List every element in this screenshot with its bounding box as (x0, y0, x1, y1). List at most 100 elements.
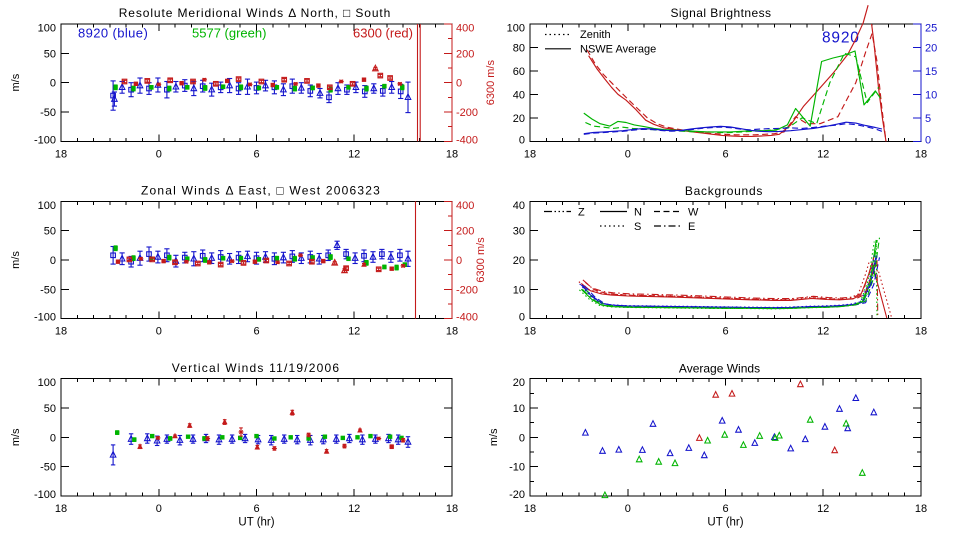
svg-text:6300 m/s: 6300 m/s (485, 60, 497, 106)
svg-text:Zonal Winds Δ East, □ West 200: Zonal Winds Δ East, □ West 2006323 (141, 184, 381, 198)
svg-text:-10: -10 (509, 462, 525, 474)
svg-text:m/s: m/s (10, 428, 22, 446)
svg-text:60: 60 (513, 66, 525, 78)
svg-text:0: 0 (156, 148, 162, 160)
svg-text:0: 0 (456, 255, 462, 267)
svg-text:6: 6 (253, 503, 259, 515)
svg-text:6300 (red): 6300 (red) (353, 26, 413, 41)
svg-text:0: 0 (50, 78, 56, 90)
svg-text:100: 100 (38, 23, 56, 35)
svg-text:18: 18 (55, 148, 67, 160)
svg-text:5: 5 (925, 113, 931, 125)
svg-text:40: 40 (513, 200, 525, 212)
svg-text:18: 18 (55, 503, 67, 515)
svg-text:m/s: m/s (10, 251, 22, 269)
svg-text:Vertical Winds 11/19/2006: Vertical Winds 11/19/2006 (172, 361, 341, 375)
svg-text:18: 18 (915, 148, 927, 160)
svg-text:12: 12 (348, 148, 360, 160)
svg-text:18: 18 (446, 148, 458, 160)
svg-text:-50: -50 (40, 284, 56, 296)
svg-text:0: 0 (625, 503, 631, 515)
svg-text:0: 0 (519, 432, 525, 444)
svg-text:-100: -100 (34, 312, 56, 324)
svg-text:10: 10 (513, 403, 525, 415)
svg-text:6: 6 (722, 326, 728, 338)
svg-text:-100: -100 (34, 134, 56, 146)
svg-text:200: 200 (456, 48, 474, 60)
svg-text:15: 15 (925, 66, 937, 78)
svg-text:0: 0 (156, 326, 162, 338)
svg-text:12: 12 (348, 503, 360, 515)
svg-text:10: 10 (513, 284, 525, 296)
svg-text:E: E (688, 221, 695, 233)
svg-text:20: 20 (513, 255, 525, 267)
svg-text:-20: -20 (509, 489, 525, 501)
svg-text:12: 12 (817, 148, 829, 160)
svg-text:12: 12 (817, 503, 829, 515)
svg-text:Resolute Meridional Winds Δ No: Resolute Meridional Winds Δ North, □ Sou… (119, 6, 392, 20)
svg-text:20: 20 (925, 43, 937, 55)
svg-text:12: 12 (817, 326, 829, 338)
svg-text:200: 200 (456, 226, 474, 238)
svg-text:30: 30 (513, 226, 525, 238)
svg-text:6: 6 (253, 148, 259, 160)
svg-text:20: 20 (513, 113, 525, 125)
svg-text:18: 18 (55, 326, 67, 338)
svg-text:18: 18 (524, 148, 536, 160)
svg-text:400: 400 (456, 200, 474, 212)
svg-text:100: 100 (38, 377, 56, 389)
svg-text:0: 0 (50, 255, 56, 267)
svg-text:50: 50 (44, 403, 56, 415)
svg-text:NSWE Average: NSWE Average (580, 44, 656, 56)
svg-text:100: 100 (38, 200, 56, 212)
svg-text:W: W (688, 206, 699, 218)
svg-text:-50: -50 (40, 107, 56, 119)
svg-text:0: 0 (625, 148, 631, 160)
svg-text:m/s: m/s (488, 428, 500, 446)
svg-text:Z: Z (578, 206, 585, 218)
svg-text:m/s: m/s (10, 73, 22, 91)
svg-text:18: 18 (915, 503, 927, 515)
svg-text:Zenith: Zenith (580, 29, 611, 41)
svg-text:18: 18 (446, 326, 458, 338)
svg-text:40: 40 (513, 89, 525, 101)
svg-text:6300 m/s: 6300 m/s (475, 237, 487, 283)
svg-text:18: 18 (524, 326, 536, 338)
svg-text:400: 400 (456, 23, 474, 35)
svg-text:N: N (634, 206, 642, 218)
svg-text:0: 0 (50, 432, 56, 444)
svg-text:12: 12 (348, 326, 360, 338)
svg-text:S: S (634, 221, 641, 233)
svg-text:0: 0 (519, 312, 525, 324)
svg-text:-400: -400 (456, 134, 478, 146)
svg-text:-400: -400 (456, 312, 478, 324)
svg-text:5577 (green): 5577 (green) (192, 26, 266, 41)
svg-text:20: 20 (513, 377, 525, 389)
svg-text:0: 0 (519, 134, 525, 146)
svg-text:50: 50 (44, 48, 56, 60)
svg-text:-100: -100 (34, 489, 56, 501)
svg-text:Backgrounds: Backgrounds (685, 184, 763, 198)
svg-text:0: 0 (456, 78, 462, 90)
svg-text:10: 10 (925, 89, 937, 101)
svg-text:6: 6 (722, 503, 728, 515)
svg-text:-50: -50 (40, 462, 56, 474)
svg-text:80: 80 (513, 43, 525, 55)
svg-text:UT (hr): UT (hr) (238, 517, 274, 529)
svg-text:UT (hr): UT (hr) (707, 517, 743, 529)
svg-text:Average Winds: Average Winds (679, 362, 760, 376)
svg-text:0: 0 (156, 503, 162, 515)
svg-text:Signal Brightness: Signal Brightness (670, 6, 771, 20)
svg-text:0: 0 (625, 326, 631, 338)
svg-text:8920 (blue): 8920 (blue) (78, 26, 148, 41)
svg-text:8920: 8920 (822, 30, 860, 47)
svg-text:100: 100 (507, 23, 525, 35)
svg-text:-200: -200 (456, 107, 478, 119)
svg-text:6: 6 (722, 148, 728, 160)
svg-text:6: 6 (253, 326, 259, 338)
svg-text:18: 18 (915, 326, 927, 338)
svg-text:18: 18 (446, 503, 458, 515)
svg-text:-200: -200 (456, 284, 478, 296)
svg-text:18: 18 (524, 503, 536, 515)
svg-text:50: 50 (44, 226, 56, 238)
